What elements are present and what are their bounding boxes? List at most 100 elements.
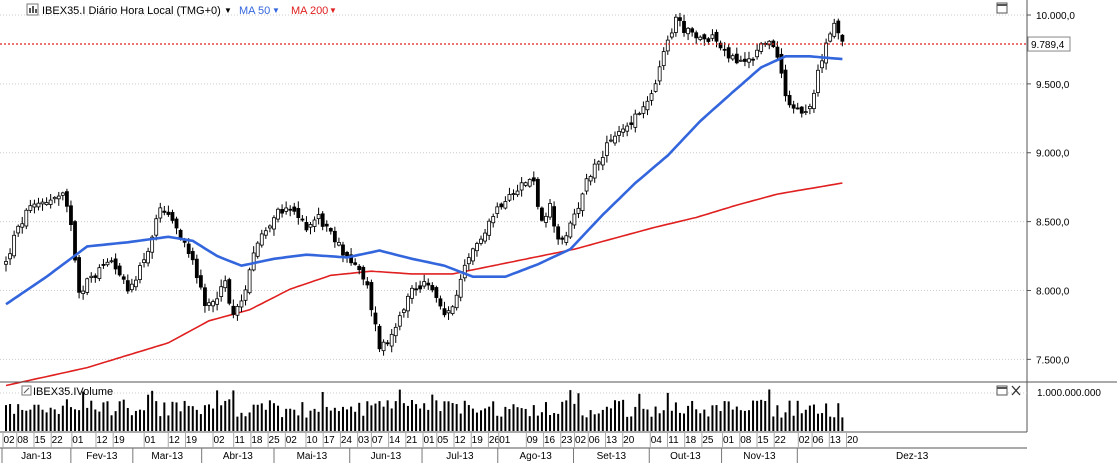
candle-body bbox=[694, 32, 699, 39]
volume-bar bbox=[49, 407, 52, 431]
maximize-volume-panel-icon[interactable] bbox=[996, 385, 1008, 396]
volume-bar bbox=[642, 408, 645, 431]
volume-bar bbox=[281, 417, 284, 431]
volume-bar bbox=[9, 404, 12, 431]
volume-bar bbox=[195, 409, 198, 431]
volume-bar bbox=[557, 413, 560, 431]
day-label: 02 bbox=[213, 435, 225, 446]
volume-bar bbox=[78, 410, 81, 431]
volume-bar bbox=[622, 399, 625, 431]
day-label: 01 bbox=[423, 435, 435, 446]
chart-title[interactable]: IBEX35.I Diário Hora Local (TMG+0) bbox=[42, 5, 221, 17]
volume-bar bbox=[382, 406, 385, 431]
volume-bar bbox=[804, 409, 807, 431]
volume-bar bbox=[293, 409, 296, 431]
volume-bar bbox=[439, 411, 442, 431]
day-label: 16 bbox=[544, 435, 556, 446]
volume-bar bbox=[248, 412, 251, 431]
volume-bar bbox=[240, 412, 243, 431]
chart-menu-icon[interactable] bbox=[26, 3, 39, 16]
volume-bar bbox=[305, 417, 308, 431]
volume-bar bbox=[593, 414, 596, 431]
candle-body bbox=[320, 213, 325, 227]
candle-body bbox=[231, 305, 236, 315]
maximize-price-panel-icon[interactable] bbox=[996, 2, 1008, 14]
day-label: 12 bbox=[169, 435, 181, 446]
candle-body bbox=[207, 302, 211, 306]
ma200-dropdown-icon[interactable]: ▼ bbox=[329, 6, 337, 15]
volume-panel: 1.000.000.000 bbox=[0, 388, 1101, 431]
candle-body bbox=[807, 106, 812, 110]
candle-body bbox=[560, 237, 565, 240]
candle-body bbox=[109, 260, 114, 263]
candle-body bbox=[462, 264, 467, 279]
volume-bar bbox=[337, 411, 340, 431]
volume-bar bbox=[524, 408, 527, 431]
volume-bar bbox=[540, 412, 543, 431]
candle-body bbox=[365, 281, 370, 286]
candle-body bbox=[548, 203, 552, 218]
volume-bar bbox=[37, 404, 40, 431]
volume-bar bbox=[147, 394, 150, 431]
ma200-legend-label[interactable]: MA 200 bbox=[291, 5, 328, 17]
price-ticks: 10.000,0 9.500,0 9.000,0 8.500,0 8.000,0 7.50… bbox=[1027, 11, 1075, 366]
candle-body bbox=[775, 46, 780, 58]
volume-bar bbox=[228, 399, 231, 431]
candle-body bbox=[4, 261, 8, 265]
volume-bars-layer bbox=[5, 389, 844, 431]
volume-bar bbox=[792, 415, 795, 431]
close-volume-panel-icon[interactable] bbox=[1011, 385, 1021, 396]
day-label: 22 bbox=[52, 435, 64, 446]
candle-body bbox=[767, 40, 772, 46]
volume-bar bbox=[695, 409, 698, 431]
day-label: 18 bbox=[685, 435, 697, 446]
candle-body bbox=[653, 83, 658, 92]
day-label: 07 bbox=[372, 435, 384, 446]
candle-body bbox=[540, 207, 544, 221]
volume-bar bbox=[821, 413, 824, 431]
candle-body bbox=[686, 27, 690, 35]
candle-body bbox=[166, 211, 171, 215]
candle-body bbox=[97, 267, 102, 279]
ma50-legend-label[interactable]: MA 50 bbox=[239, 5, 270, 17]
price-axis: 10.000,0 9.500,0 9.000,0 8.500,0 8.000,0 7.50… bbox=[1026, 0, 1075, 432]
day-label: 18 bbox=[251, 435, 263, 446]
candle-body bbox=[89, 275, 94, 278]
volume-bar bbox=[370, 405, 373, 431]
volume-bar bbox=[516, 407, 519, 431]
volume-bar bbox=[784, 412, 787, 431]
candle-body bbox=[312, 219, 317, 227]
volume-bar bbox=[496, 415, 499, 431]
day-label: 13 bbox=[606, 435, 618, 446]
candle-body bbox=[511, 193, 516, 195]
candle-body bbox=[328, 228, 333, 232]
candle-body bbox=[816, 69, 820, 93]
volume-bar bbox=[723, 401, 726, 431]
volume-bar bbox=[309, 410, 312, 431]
candle-body bbox=[730, 55, 735, 60]
candle-body bbox=[337, 242, 341, 246]
day-labels: 02 08 15 22 01 12 19 01 12 19 02 11 18 25 02 10 17 24 03 07… bbox=[2, 432, 859, 448]
last-price-label: 9.789,4 bbox=[1031, 40, 1065, 51]
candle-body bbox=[121, 276, 126, 280]
volume-bar bbox=[260, 403, 263, 431]
candle-body bbox=[48, 199, 53, 205]
volume-bar bbox=[122, 399, 125, 431]
candle-body bbox=[223, 280, 228, 289]
chart-title-dropdown-icon[interactable]: ▼ bbox=[224, 6, 232, 15]
candle-body bbox=[357, 265, 362, 271]
volume-bar bbox=[402, 403, 405, 431]
volume-bar bbox=[549, 415, 552, 431]
ma50-dropdown-icon[interactable]: ▼ bbox=[272, 6, 280, 15]
volume-menu-icon[interactable] bbox=[21, 385, 32, 396]
candle-body bbox=[572, 213, 577, 226]
volume-bar bbox=[386, 400, 389, 431]
day-label: 08 bbox=[17, 435, 29, 446]
candle-body bbox=[495, 206, 500, 214]
candle-body bbox=[795, 107, 800, 110]
day-label: 06 bbox=[813, 435, 825, 446]
candle-body bbox=[203, 287, 207, 307]
volume-bar bbox=[764, 400, 767, 431]
volume-bar bbox=[406, 405, 409, 431]
volume-bar bbox=[488, 406, 491, 431]
